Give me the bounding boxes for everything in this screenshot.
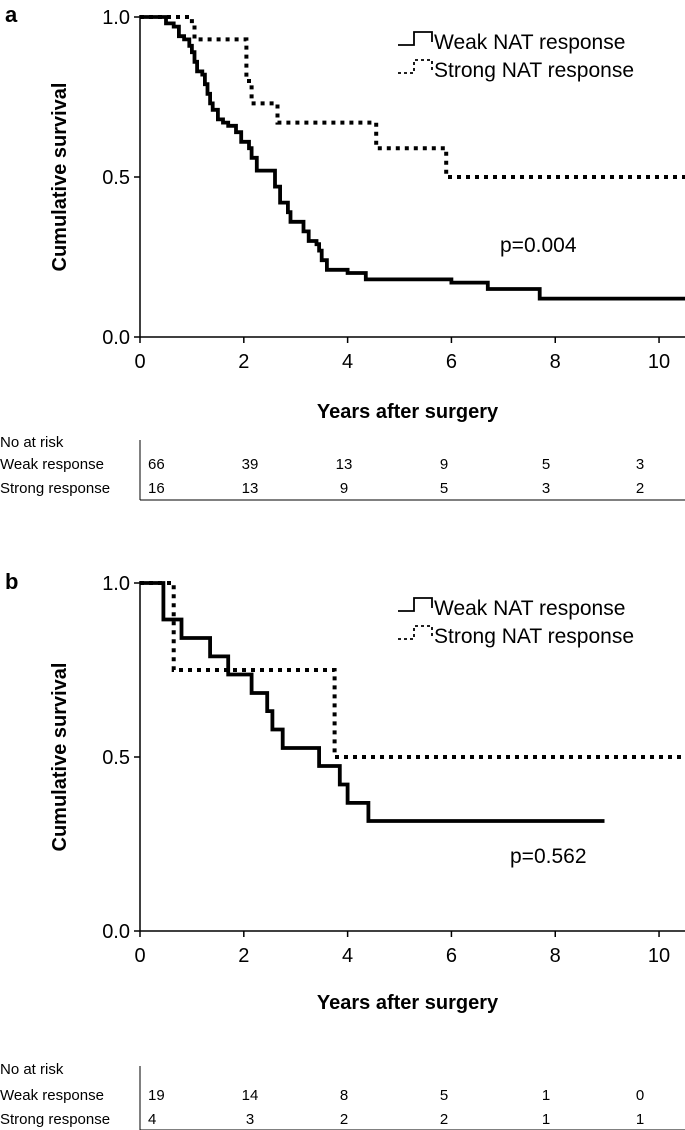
risk-cell: 5 — [440, 1087, 448, 1104]
risk-cell: 66 — [148, 456, 165, 473]
legend-weak-swatch — [398, 597, 433, 612]
risk-cell: 14 — [242, 1087, 259, 1104]
y-axis-title: Cumulative survival — [49, 83, 71, 272]
strong-response-curve — [140, 15, 685, 179]
panel-a: a 0.0 0.5 1.0 0 2 4 6 8 10 Cumulative survival Year… — [0, 2, 685, 501]
risk-cell: 2 — [440, 1111, 448, 1128]
x-tick-label: 0 — [134, 351, 145, 373]
risk-cell: 1 — [636, 1111, 644, 1128]
x-tick-label: 8 — [550, 945, 561, 967]
risk-cell: 4 — [148, 1111, 156, 1128]
y-axis-title: Cumulative survival — [49, 663, 71, 852]
risk-cell: 3 — [636, 456, 644, 473]
legend-strong-swatch — [398, 59, 433, 74]
x-tick-label: 4 — [342, 351, 353, 373]
strong-response-curve — [140, 581, 685, 759]
risk-cell: 1 — [542, 1087, 550, 1104]
x-tick-label: 4 — [342, 945, 353, 967]
risk-cell: 5 — [542, 456, 550, 473]
x-tick-label: 2 — [238, 351, 249, 373]
risk-cell: 13 — [242, 480, 259, 497]
risk-cell: 9 — [440, 456, 448, 473]
x-tick-label: 10 — [648, 945, 670, 967]
x-tick-label: 8 — [550, 351, 561, 373]
risk-cell: 19 — [148, 1087, 165, 1104]
legend-strong-label: Strong NAT response — [434, 625, 634, 648]
y-tick-label: 1.0 — [102, 573, 130, 595]
risk-row-label: Weak response — [0, 1087, 104, 1104]
legend-strong-swatch — [398, 625, 433, 640]
panel-letter: b — [5, 569, 18, 594]
y-tick-label: 0.5 — [102, 747, 130, 769]
x-tick-label: 6 — [446, 945, 457, 967]
weak-response-curve — [140, 581, 605, 823]
risk-row-label: Strong response — [0, 480, 110, 497]
x-axis-title: Years after surgery — [317, 401, 499, 423]
risk-row-label: Strong response — [0, 1111, 110, 1128]
p-value: p=0.562 — [510, 845, 587, 868]
risk-cell: 13 — [336, 456, 353, 473]
risk-cell: 8 — [340, 1087, 348, 1104]
y-tick-label: 1.0 — [102, 7, 130, 29]
risk-cell: 9 — [340, 480, 348, 497]
legend-weak-label: Weak NAT response — [434, 31, 625, 54]
legend-strong-label: Strong NAT response — [434, 59, 634, 82]
risk-cell: 0 — [636, 1087, 644, 1104]
risk-cell: 5 — [440, 480, 448, 497]
risk-table-header: No at risk — [0, 1061, 64, 1078]
x-tick-label: 10 — [648, 351, 670, 373]
risk-cell: 16 — [148, 480, 165, 497]
legend-weak-swatch — [398, 31, 433, 46]
risk-cell: 2 — [340, 1111, 348, 1128]
risk-row-label: Weak response — [0, 456, 104, 473]
x-tick-label: 2 — [238, 945, 249, 967]
risk-cell: 1 — [542, 1111, 550, 1128]
p-value: p=0.004 — [500, 234, 577, 257]
panel-letter: a — [5, 2, 18, 27]
risk-cell: 3 — [542, 480, 550, 497]
legend-weak-label: Weak NAT response — [434, 597, 625, 620]
risk-cell: 39 — [242, 456, 259, 473]
risk-cell: 2 — [636, 480, 644, 497]
y-tick-label: 0.5 — [102, 167, 130, 189]
x-axis-title: Years after surgery — [317, 992, 499, 1014]
risk-cell: 3 — [246, 1111, 254, 1128]
risk-table-header: No at risk — [0, 434, 64, 451]
y-tick-label: 0.0 — [102, 327, 130, 349]
x-tick-label: 6 — [446, 351, 457, 373]
weak-response-curve — [140, 15, 685, 301]
y-tick-label: 0.0 — [102, 921, 130, 943]
x-tick-label: 0 — [134, 945, 145, 967]
